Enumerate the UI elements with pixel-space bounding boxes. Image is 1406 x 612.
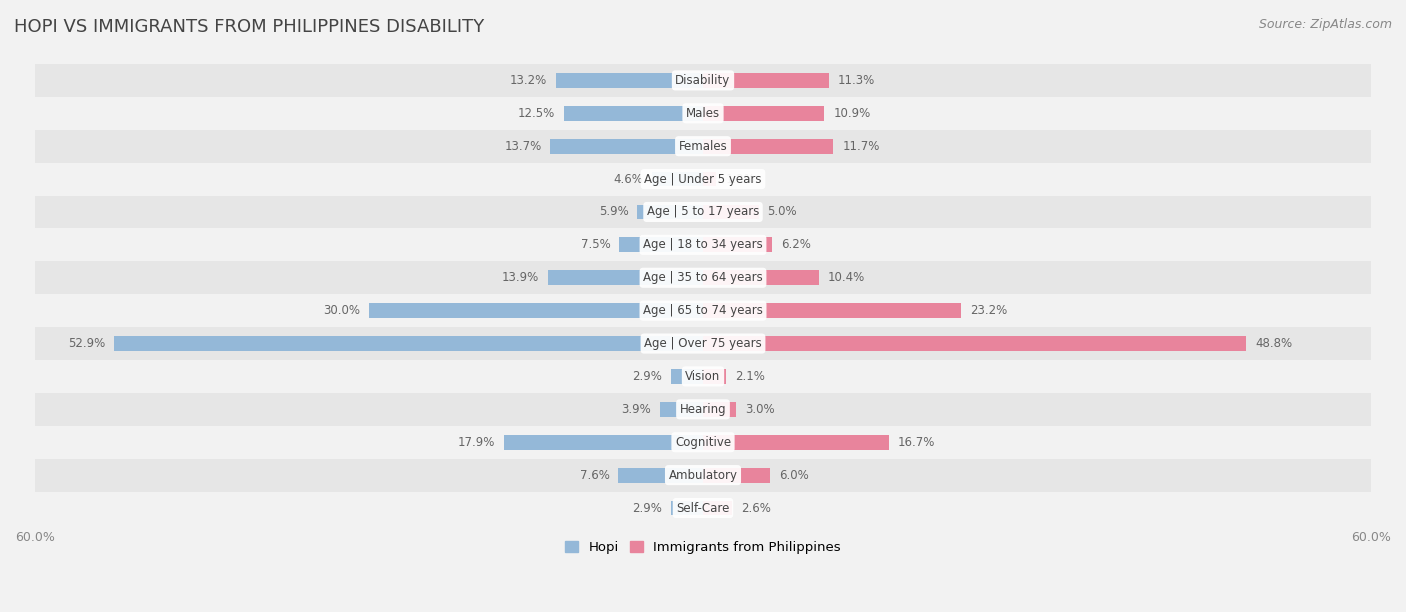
Bar — [35, 64, 1371, 97]
Text: 1.2%: 1.2% — [725, 173, 755, 185]
Text: Age | Under 5 years: Age | Under 5 years — [644, 173, 762, 185]
Bar — [620, 237, 703, 252]
Text: Age | 18 to 34 years: Age | 18 to 34 years — [643, 238, 763, 252]
Bar — [35, 294, 1371, 327]
Text: Self-Care: Self-Care — [676, 501, 730, 515]
Bar — [703, 501, 733, 515]
Text: 5.9%: 5.9% — [599, 206, 628, 218]
Text: 6.0%: 6.0% — [779, 469, 808, 482]
Text: 2.6%: 2.6% — [741, 501, 770, 515]
Text: 4.6%: 4.6% — [613, 173, 643, 185]
Bar — [703, 204, 759, 219]
Text: 30.0%: 30.0% — [323, 304, 360, 317]
Bar — [703, 237, 772, 252]
Bar — [703, 172, 717, 187]
Text: Age | 5 to 17 years: Age | 5 to 17 years — [647, 206, 759, 218]
Bar — [652, 172, 703, 187]
Text: 5.0%: 5.0% — [768, 206, 797, 218]
Text: 11.7%: 11.7% — [842, 140, 880, 152]
Text: Age | Over 75 years: Age | Over 75 years — [644, 337, 762, 350]
Bar — [703, 271, 818, 285]
Text: 3.9%: 3.9% — [621, 403, 651, 416]
Bar — [35, 261, 1371, 294]
Text: Vision: Vision — [685, 370, 721, 383]
Text: 2.1%: 2.1% — [735, 370, 765, 383]
Text: Disability: Disability — [675, 74, 731, 87]
Text: 2.9%: 2.9% — [631, 370, 662, 383]
Bar — [564, 106, 703, 121]
Text: 16.7%: 16.7% — [898, 436, 935, 449]
Bar — [35, 228, 1371, 261]
Bar — [703, 336, 1246, 351]
Text: 13.9%: 13.9% — [502, 271, 540, 284]
Bar — [35, 130, 1371, 163]
Bar — [703, 73, 828, 88]
Text: 11.3%: 11.3% — [838, 74, 875, 87]
Bar — [671, 369, 703, 384]
Text: 52.9%: 52.9% — [67, 337, 105, 350]
Bar — [703, 468, 770, 482]
Bar — [703, 304, 962, 318]
Bar — [35, 393, 1371, 426]
Bar — [35, 97, 1371, 130]
Text: 7.5%: 7.5% — [581, 238, 610, 252]
Bar — [703, 106, 824, 121]
Bar — [35, 195, 1371, 228]
Text: 3.0%: 3.0% — [745, 403, 775, 416]
Text: 48.8%: 48.8% — [1256, 337, 1292, 350]
Text: 17.9%: 17.9% — [457, 436, 495, 449]
Bar — [703, 402, 737, 417]
Text: 7.6%: 7.6% — [579, 469, 609, 482]
Text: Males: Males — [686, 107, 720, 120]
Legend: Hopi, Immigrants from Philippines: Hopi, Immigrants from Philippines — [560, 536, 846, 559]
Bar — [703, 369, 727, 384]
Text: 10.9%: 10.9% — [834, 107, 870, 120]
Text: Cognitive: Cognitive — [675, 436, 731, 449]
Bar — [503, 435, 703, 450]
Text: 2.9%: 2.9% — [631, 501, 662, 515]
Bar — [637, 204, 703, 219]
Text: 6.2%: 6.2% — [780, 238, 811, 252]
Text: 10.4%: 10.4% — [828, 271, 865, 284]
Bar — [35, 327, 1371, 360]
Text: HOPI VS IMMIGRANTS FROM PHILIPPINES DISABILITY: HOPI VS IMMIGRANTS FROM PHILIPPINES DISA… — [14, 18, 484, 36]
Bar — [35, 458, 1371, 491]
Text: Source: ZipAtlas.com: Source: ZipAtlas.com — [1258, 18, 1392, 31]
Text: 13.2%: 13.2% — [510, 74, 547, 87]
Text: Ambulatory: Ambulatory — [668, 469, 738, 482]
Text: Age | 35 to 64 years: Age | 35 to 64 years — [643, 271, 763, 284]
Text: 12.5%: 12.5% — [517, 107, 555, 120]
Bar — [703, 435, 889, 450]
Bar — [619, 468, 703, 482]
Text: Females: Females — [679, 140, 727, 152]
Bar — [35, 360, 1371, 393]
Bar — [555, 73, 703, 88]
Bar — [35, 491, 1371, 524]
Bar — [703, 139, 834, 154]
Bar — [368, 304, 703, 318]
Bar — [551, 139, 703, 154]
Text: 13.7%: 13.7% — [505, 140, 541, 152]
Bar — [671, 501, 703, 515]
Text: Hearing: Hearing — [679, 403, 727, 416]
Bar — [35, 163, 1371, 195]
Bar — [114, 336, 703, 351]
Text: 23.2%: 23.2% — [970, 304, 1008, 317]
Bar — [548, 271, 703, 285]
Text: Age | 65 to 74 years: Age | 65 to 74 years — [643, 304, 763, 317]
Bar — [35, 426, 1371, 458]
Bar — [659, 402, 703, 417]
